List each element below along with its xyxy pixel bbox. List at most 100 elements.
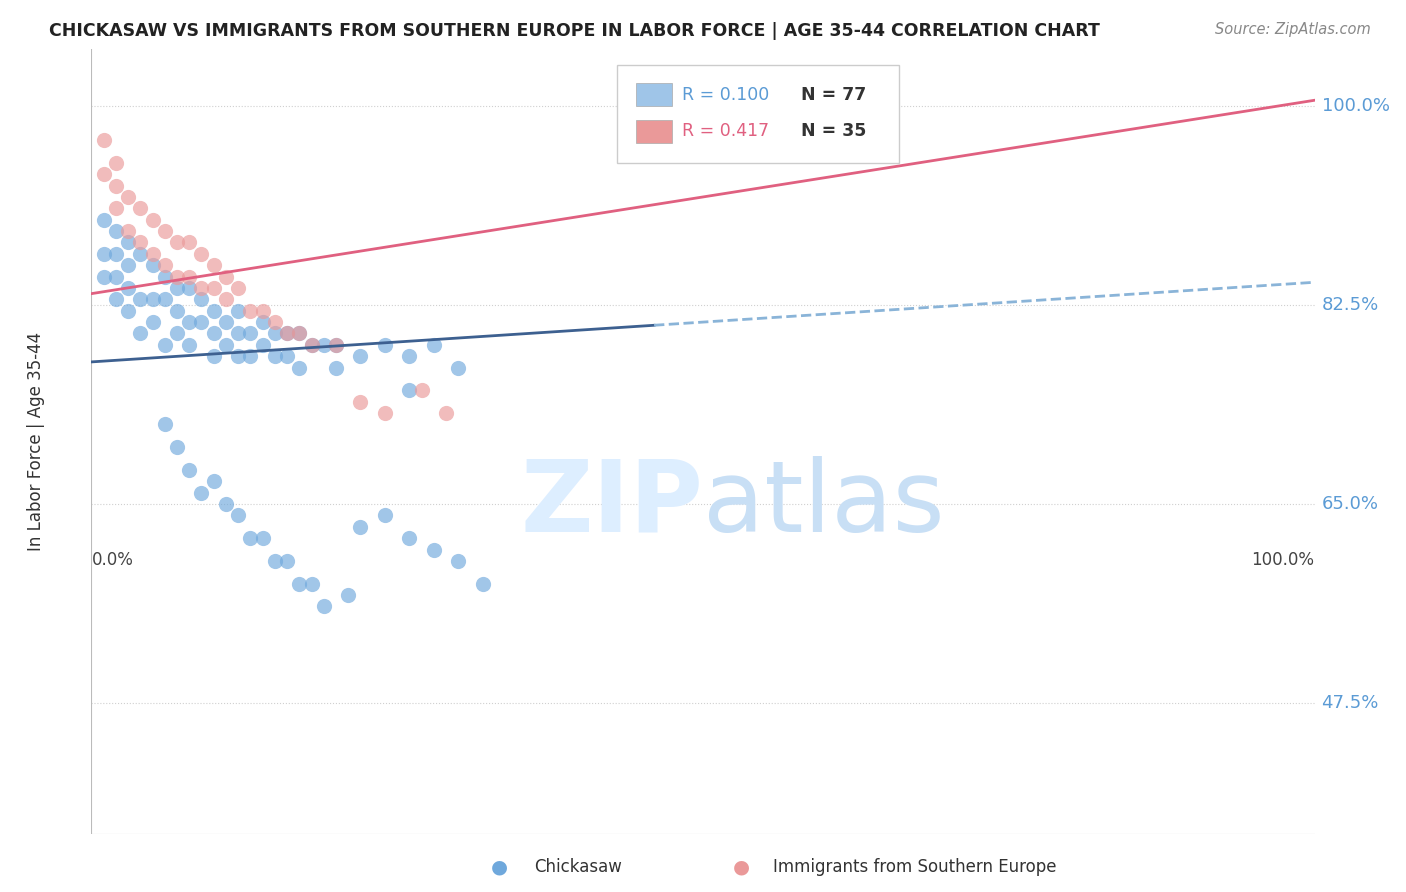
Point <box>141 258 163 272</box>
Point <box>215 269 238 284</box>
Point <box>215 338 238 352</box>
Point <box>117 303 139 318</box>
Text: In Labor Force | Age 35-44: In Labor Force | Age 35-44 <box>27 332 45 551</box>
Point <box>166 281 188 295</box>
Point <box>226 508 249 523</box>
Point <box>129 235 152 250</box>
Text: R = 0.417: R = 0.417 <box>682 122 769 140</box>
Point <box>141 315 163 329</box>
Point <box>226 349 249 363</box>
Point <box>129 247 152 261</box>
Point <box>374 338 396 352</box>
Point <box>153 293 176 307</box>
Text: 47.5%: 47.5% <box>1322 694 1379 712</box>
Point <box>93 167 115 181</box>
Text: ●: ● <box>491 857 508 877</box>
Text: 100.0%: 100.0% <box>1322 97 1389 115</box>
Bar <box>636 120 672 144</box>
FancyBboxPatch shape <box>617 65 898 163</box>
Point <box>226 326 249 341</box>
Text: Source: ZipAtlas.com: Source: ZipAtlas.com <box>1215 22 1371 37</box>
Point <box>239 349 262 363</box>
Point <box>434 406 457 420</box>
Point <box>153 269 176 284</box>
Text: 82.5%: 82.5% <box>1322 296 1379 314</box>
Point <box>288 576 311 591</box>
Point <box>288 326 311 341</box>
Point <box>166 326 188 341</box>
Point <box>153 417 176 432</box>
Point <box>447 554 470 568</box>
Point <box>264 315 287 329</box>
Point <box>179 281 201 295</box>
Point <box>104 202 127 216</box>
Point <box>153 224 176 238</box>
Point <box>423 542 446 557</box>
Point <box>190 485 212 500</box>
Point <box>398 384 420 398</box>
Point <box>141 293 163 307</box>
Point <box>276 554 298 568</box>
Point <box>117 258 139 272</box>
Point <box>141 212 163 227</box>
Point <box>129 202 152 216</box>
Point <box>252 531 274 545</box>
Point <box>337 588 360 602</box>
Point <box>190 315 212 329</box>
Point <box>179 463 201 477</box>
Text: Immigrants from Southern Europe: Immigrants from Southern Europe <box>773 858 1057 876</box>
Point <box>153 258 176 272</box>
Point <box>349 520 371 534</box>
Point <box>325 338 347 352</box>
Point <box>411 384 433 398</box>
Point <box>202 258 225 272</box>
Point <box>239 303 262 318</box>
Text: Chickasaw: Chickasaw <box>534 858 621 876</box>
Point <box>93 269 115 284</box>
Point <box>202 326 225 341</box>
Point <box>471 576 494 591</box>
Point <box>325 360 347 375</box>
Point <box>179 235 201 250</box>
Point <box>264 554 287 568</box>
Point <box>349 394 371 409</box>
Point <box>264 349 287 363</box>
Point <box>166 235 188 250</box>
Point <box>374 508 396 523</box>
Point <box>252 338 274 352</box>
Point <box>153 338 176 352</box>
Text: R = 0.100: R = 0.100 <box>682 86 769 103</box>
Point <box>104 178 127 193</box>
Text: N = 35: N = 35 <box>801 122 866 140</box>
Point <box>104 269 127 284</box>
Point <box>104 247 127 261</box>
Point <box>252 315 274 329</box>
Point <box>276 326 298 341</box>
Point <box>301 338 323 352</box>
Point <box>288 326 311 341</box>
Point <box>423 338 446 352</box>
Point <box>104 293 127 307</box>
Point <box>117 190 139 204</box>
Point <box>202 281 225 295</box>
Point <box>202 475 225 489</box>
Point <box>239 531 262 545</box>
Point <box>215 315 238 329</box>
Point <box>129 293 152 307</box>
Point <box>312 599 335 614</box>
Point <box>190 281 212 295</box>
Point <box>215 497 238 511</box>
Text: N = 77: N = 77 <box>801 86 866 103</box>
Point <box>179 269 201 284</box>
Point <box>239 326 262 341</box>
Point <box>215 293 238 307</box>
Point <box>179 338 201 352</box>
Point <box>312 338 335 352</box>
Point <box>325 338 347 352</box>
Text: 65.0%: 65.0% <box>1322 495 1378 513</box>
Point <box>141 247 163 261</box>
Point <box>129 326 152 341</box>
Point <box>93 247 115 261</box>
Point <box>202 303 225 318</box>
Point <box>166 303 188 318</box>
